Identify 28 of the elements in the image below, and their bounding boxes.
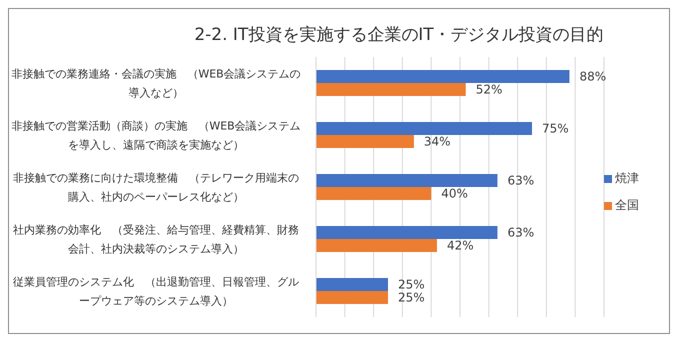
y-tick-label: 従業員管理のシステム化 （出退勤管理、日報管理、グループウェア等のシステム導入）	[13, 275, 299, 307]
bar	[316, 278, 388, 291]
bar	[316, 122, 532, 135]
legend-label: 全国	[615, 197, 639, 214]
data-label: 42%	[446, 238, 474, 252]
bar	[316, 174, 498, 187]
data-label: 25%	[398, 290, 425, 304]
data-label: 75%	[542, 122, 569, 136]
data-label: 25%	[398, 278, 425, 292]
y-tick-label: 非接触での営業活動（商談）の実施 （WEB会議システムを導入し、遠隔で商談を実施など）	[11, 119, 301, 151]
data-label: 34%	[424, 134, 451, 148]
chart-title: 2-2. IT投資を実施する企業のIT・デジタル投資の目的	[193, 24, 605, 46]
bar	[316, 187, 432, 200]
legend-label: 焼津	[615, 170, 639, 187]
bar	[316, 83, 466, 96]
data-label: 88%	[579, 70, 606, 84]
bar	[316, 291, 388, 304]
bar	[316, 70, 570, 83]
bar	[316, 135, 414, 148]
bar	[316, 226, 498, 239]
data-label: 52%	[476, 82, 502, 96]
data-label: 63%	[507, 174, 534, 188]
data-label: 40%	[441, 186, 468, 200]
bar	[316, 239, 437, 252]
y-tick-label: 非接触での業務に向けた環境整備 （テレワーク用端末の購入、社内のペーパーレス化など）	[13, 171, 299, 203]
y-tick-label: 非接触での業務連絡・会議の実施 （WEB会議システムの導入など）	[11, 67, 301, 99]
data-label: 63%	[507, 226, 534, 240]
y-tick-label: 社内業務の効率化 （受発注、給与管理、経費精算、財務会計、社内決裁等のシステム導入）	[13, 223, 299, 255]
